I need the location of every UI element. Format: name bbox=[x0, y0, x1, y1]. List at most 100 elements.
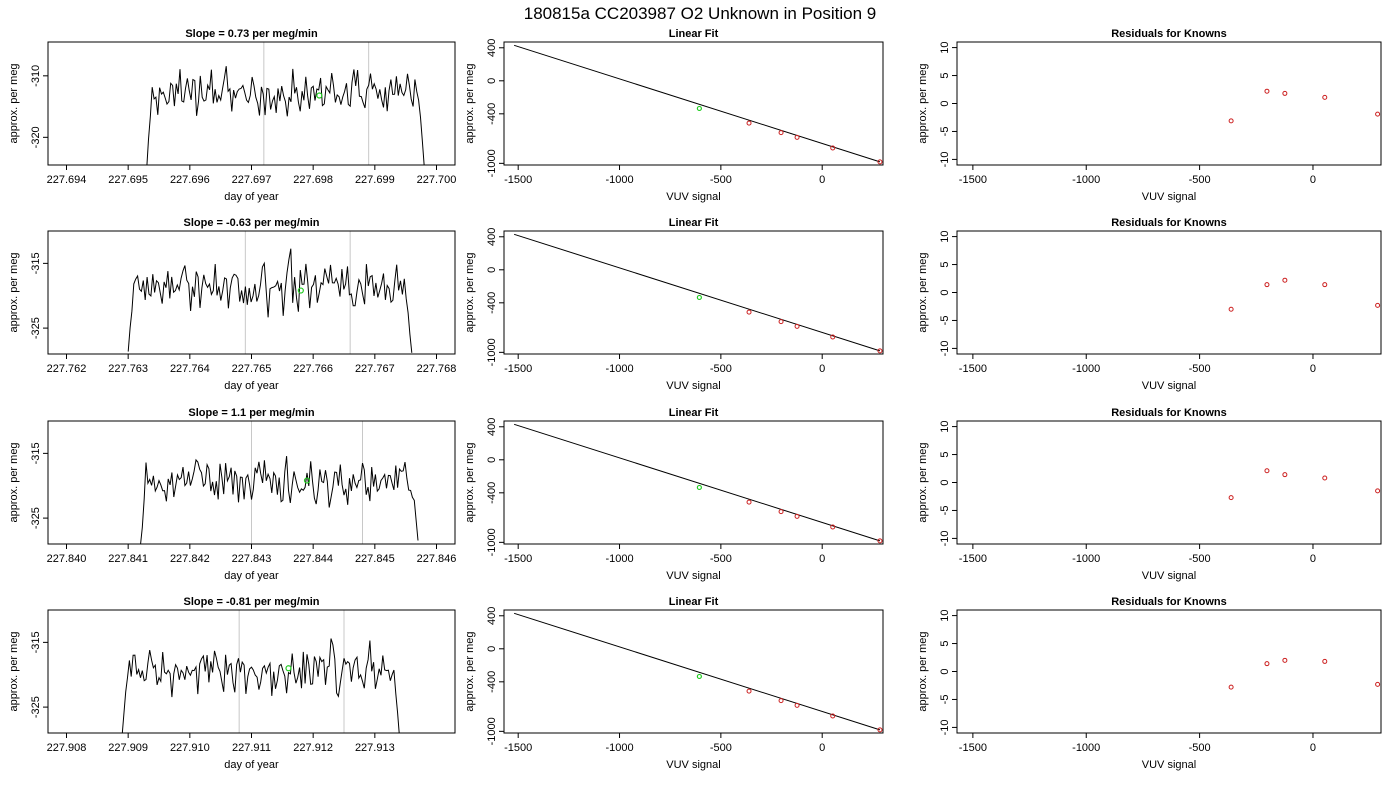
known-point bbox=[877, 159, 883, 165]
y-tick-label: -10 bbox=[939, 340, 951, 356]
known-point bbox=[778, 319, 784, 325]
panel-title: Slope = 0.73 per meg/min bbox=[185, 28, 318, 40]
residual-point bbox=[1228, 306, 1234, 312]
x-tick-label: -1000 bbox=[605, 742, 633, 754]
y-axis-label: approx. per meg bbox=[464, 63, 476, 143]
unknown-point-marker bbox=[303, 477, 311, 484]
y-tick-label: -325 bbox=[30, 317, 42, 339]
figure-suptitle: 180815a CC203987 O2 Unknown in Position … bbox=[524, 4, 877, 23]
residual-point bbox=[1264, 661, 1270, 667]
y-tick-label: -400 bbox=[486, 671, 498, 693]
x-tick-label: 227.768 bbox=[417, 363, 457, 375]
panels-container: Slope = 0.73 per meg/min 227.694 227.695 22… bbox=[8, 28, 1382, 771]
x-tick-label: -500 bbox=[710, 742, 732, 754]
plot-data bbox=[513, 612, 883, 733]
x-tick-label: 227.695 bbox=[108, 174, 148, 186]
y-axis-label: approx. per meg bbox=[464, 442, 476, 522]
y-tick-label: -310 bbox=[30, 65, 42, 87]
plot-frame bbox=[503, 41, 884, 166]
residual-point bbox=[1322, 282, 1328, 288]
x-axis-label: VUV signal bbox=[666, 191, 720, 203]
known-point bbox=[794, 513, 800, 519]
residual-point bbox=[1322, 94, 1328, 100]
x-tick-label: 227.696 bbox=[170, 174, 210, 186]
y-axis-label: approx. per meg bbox=[8, 252, 20, 332]
y-tick-label: 5 bbox=[939, 261, 951, 267]
x-tick-label: 227.845 bbox=[355, 553, 395, 565]
residual-point bbox=[1282, 657, 1288, 663]
y-tick-label: 400 bbox=[486, 228, 498, 246]
x-tick-label: -1500 bbox=[504, 174, 532, 186]
known-point bbox=[830, 524, 836, 530]
y-axis-label: approx. per meg bbox=[917, 63, 929, 143]
panel-title: Linear Fit bbox=[669, 217, 719, 229]
plot-frame bbox=[47, 609, 456, 734]
x-tick-label: -1500 bbox=[959, 363, 987, 375]
y-axis-label: approx. per meg bbox=[917, 252, 929, 332]
y-tick-label: 400 bbox=[486, 39, 498, 57]
x-tick-label: -500 bbox=[710, 174, 732, 186]
y-tick-label: 10 bbox=[939, 420, 951, 432]
plot-data bbox=[1228, 88, 1381, 124]
y-tick-label: 10 bbox=[939, 230, 951, 242]
y-tick-label: -5 bbox=[939, 506, 951, 516]
x-tick-label: -1000 bbox=[1072, 174, 1100, 186]
panel-title: Linear Fit bbox=[669, 407, 719, 419]
panel-title: Linear Fit bbox=[669, 28, 719, 40]
linear-fit-panel-row-1: Linear Fit -1500 -1000 -500 0 400 0 -400 -1000 VU… bbox=[464, 28, 884, 203]
fit-line bbox=[513, 44, 881, 163]
x-tick-label: 227.698 bbox=[293, 174, 333, 186]
unknown-point bbox=[696, 673, 702, 680]
plot-data bbox=[121, 610, 400, 733]
y-tick-label: -10 bbox=[939, 151, 951, 167]
unknown-point-marker bbox=[285, 665, 292, 672]
time-series-panel-row-4: Slope = -0.81 per meg/min 227.908 227.909 2… bbox=[8, 596, 456, 771]
x-tick-label: 227.694 bbox=[47, 174, 87, 186]
plot-frame bbox=[47, 230, 456, 355]
known-point bbox=[778, 698, 784, 704]
plot-data bbox=[513, 233, 883, 354]
y-tick-label: -5 bbox=[939, 127, 951, 137]
y-tick-label: 0 bbox=[486, 78, 498, 84]
fit-line bbox=[513, 233, 881, 352]
fit-line bbox=[513, 423, 881, 542]
y-tick-label: -315 bbox=[30, 252, 42, 274]
x-tick-label: -1000 bbox=[605, 174, 633, 186]
residual-point bbox=[1228, 118, 1234, 124]
y-tick-label: 400 bbox=[486, 418, 498, 436]
x-tick-label: -500 bbox=[1189, 363, 1211, 375]
unknown-point bbox=[696, 484, 702, 491]
plot-frame bbox=[47, 41, 456, 166]
x-tick-label: 227.697 bbox=[232, 174, 272, 186]
linear-fit-panel-row-3: Linear Fit -1500 -1000 -500 0 400 0 -400 -1000 VU… bbox=[464, 407, 884, 582]
panel-title: Slope = -0.81 per meg/min bbox=[183, 596, 319, 608]
y-tick-label: 5 bbox=[939, 640, 951, 646]
y-tick-label: -400 bbox=[486, 292, 498, 314]
y-tick-label: -1000 bbox=[486, 149, 498, 177]
plot-frame bbox=[956, 420, 1382, 545]
x-tick-label: 227.763 bbox=[108, 363, 148, 375]
x-tick-label: 227.908 bbox=[47, 742, 87, 754]
known-point bbox=[746, 688, 752, 694]
known-point bbox=[794, 134, 800, 140]
residual-point bbox=[1375, 488, 1381, 494]
residual-point bbox=[1264, 282, 1270, 288]
y-tick-label: -1000 bbox=[486, 528, 498, 556]
x-tick-label: 227.911 bbox=[232, 742, 271, 754]
x-tick-label: -1500 bbox=[504, 553, 532, 565]
y-tick-label: -1000 bbox=[486, 338, 498, 366]
x-tick-label: 227.843 bbox=[232, 553, 272, 565]
x-tick-label: 227.840 bbox=[47, 553, 87, 565]
known-point bbox=[746, 309, 752, 315]
x-tick-label: 0 bbox=[819, 742, 825, 754]
residual-point bbox=[1322, 658, 1328, 664]
time-series-panel-row-1: Slope = 0.73 per meg/min 227.694 227.695 22… bbox=[8, 28, 456, 203]
x-tick-label: 0 bbox=[1310, 363, 1316, 375]
x-tick-label: 227.913 bbox=[355, 742, 395, 754]
residual-point bbox=[1228, 684, 1234, 690]
known-point bbox=[794, 702, 800, 708]
y-axis-label: approx. per meg bbox=[464, 631, 476, 711]
plot-frame bbox=[956, 230, 1382, 355]
x-tick-label: 227.765 bbox=[232, 363, 272, 375]
y-tick-label: 0 bbox=[939, 100, 951, 106]
